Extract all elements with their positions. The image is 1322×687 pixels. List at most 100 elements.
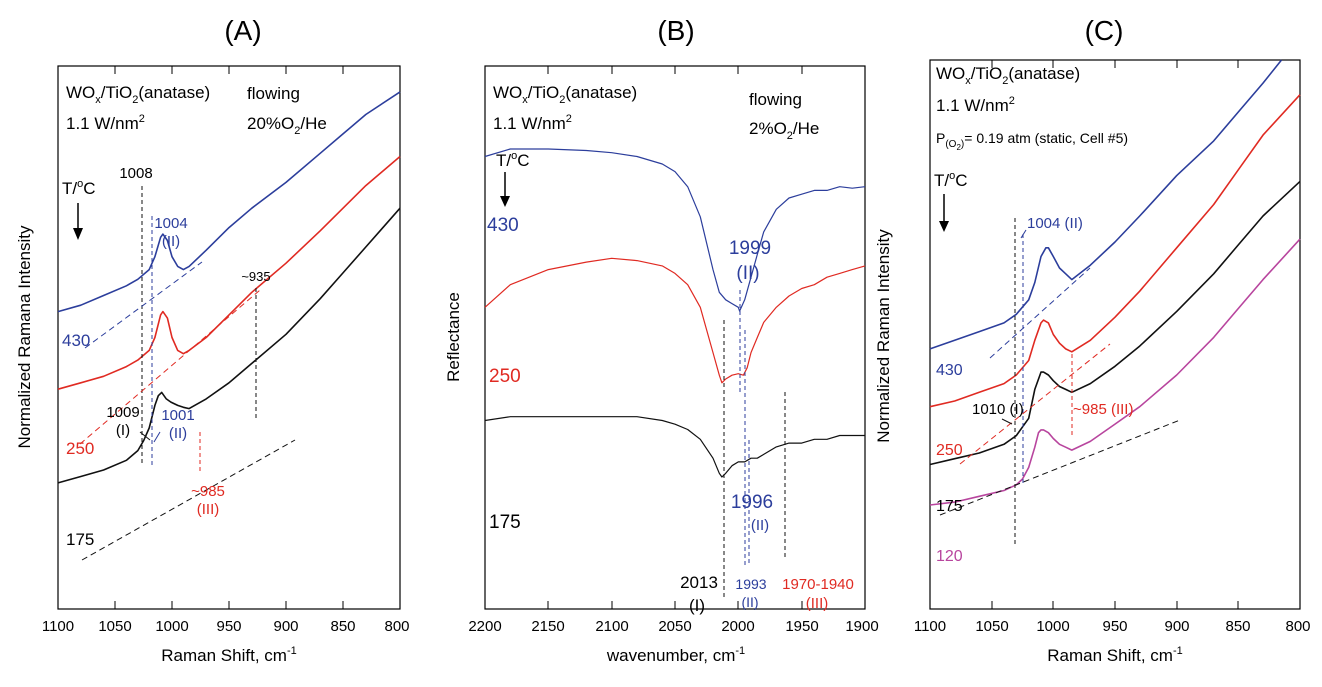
panel-b-peak-1999: 1999 bbox=[729, 238, 771, 259]
panel-c-xtick: 1100 bbox=[914, 618, 946, 635]
panel-b-power: 1.1 W/nm2 bbox=[493, 113, 572, 133]
panel-c-xtick: 1000 bbox=[1036, 618, 1069, 635]
panel-b-peak-1970: 1970-1940 bbox=[782, 576, 854, 593]
panel-a-series-430 bbox=[57, 91, 401, 313]
panel-c-ylabel: Normalized Raman Intensity bbox=[874, 229, 893, 443]
panel-b-xtick: 2100 bbox=[595, 618, 628, 635]
panel-b-peak-2013-label: (I) bbox=[689, 596, 705, 615]
panel-a-peak-1004: 1004 bbox=[154, 215, 187, 232]
panel-b-xtick: 2000 bbox=[721, 618, 754, 635]
panel-b-sample: WOx/TiO2(anatase) bbox=[493, 83, 637, 106]
panel-b-peak-2013: 2013 bbox=[680, 573, 718, 592]
panel-a-series-label-250: 250 bbox=[66, 439, 94, 458]
panel-a-peak-1008: 1008 bbox=[119, 165, 152, 182]
panel-b-series-label-175: 175 bbox=[489, 512, 521, 533]
panel-b-xlabel: wavenumber, cm-1 bbox=[606, 645, 745, 665]
panel-c-xtick: 800 bbox=[1285, 618, 1310, 635]
panel-c-xtick: 900 bbox=[1164, 618, 1189, 635]
panel-b-frame bbox=[484, 65, 866, 610]
panel-c-series-label-120: 120 bbox=[936, 548, 963, 565]
panel-b-series-250 bbox=[484, 257, 866, 384]
panel-c-curves bbox=[929, 59, 1301, 506]
panel-c-series-120 bbox=[929, 238, 1301, 506]
panel-b-peak-1993-label: (II) bbox=[741, 594, 758, 610]
panel-a-peak-985-label: (III) bbox=[197, 501, 220, 518]
panel-a-power: 1.1 W/nm2 bbox=[66, 113, 145, 133]
panel-c-peak-985: ~985 (III) bbox=[1073, 401, 1133, 418]
panel-b-series-label-250: 250 bbox=[489, 366, 521, 387]
panel-b-ylabel: Reflectance bbox=[444, 292, 463, 382]
panel-a-xlabel: Raman Shift, cm-1 bbox=[161, 645, 296, 665]
panel-a-peak-985: ~985 bbox=[191, 483, 225, 500]
panel-a-xtick: 1100 bbox=[42, 618, 74, 635]
panel-b-gas-line1: flowing bbox=[749, 90, 802, 109]
panel-a-peak-1001-label: (II) bbox=[169, 425, 187, 442]
panel-c-temp-label: T/oC bbox=[934, 170, 968, 190]
panel-a-label: (A) bbox=[224, 15, 261, 46]
panel-c-peak-1004: 1004 (II) bbox=[1027, 215, 1083, 232]
panel-a-peak-1004-label: (II) bbox=[162, 233, 180, 250]
panel-a-xtick: 950 bbox=[216, 618, 241, 635]
panel-c-series-label-250: 250 bbox=[936, 442, 963, 459]
panel-c-xtick: 850 bbox=[1225, 618, 1250, 635]
panel-c-temp-arrow bbox=[939, 194, 949, 232]
panel-a: (A) 1100 1050 1000 950 900 850 800 Raman… bbox=[15, 15, 410, 665]
panel-c-sample: WOx/TiO2(anatase) bbox=[936, 64, 1080, 87]
panel-a-leader bbox=[139, 431, 151, 441]
panel-a-series-175 bbox=[57, 207, 401, 484]
panel-c-xlabel: Raman Shift, cm-1 bbox=[1047, 645, 1182, 665]
panel-a-xtick: 1050 bbox=[98, 618, 131, 635]
panel-b-peak-1993: 1993 bbox=[735, 576, 766, 592]
panel-a-ticks bbox=[57, 66, 401, 609]
panel-b-xtick: 2150 bbox=[531, 618, 564, 635]
panel-b-xtick: 1900 bbox=[845, 618, 878, 635]
panel-a-peak-1009-label: (I) bbox=[116, 422, 130, 439]
panel-a-series-label-430: 430 bbox=[62, 331, 90, 350]
panel-a-frame bbox=[57, 65, 401, 610]
panel-b-peak-1996-label: (II) bbox=[751, 517, 769, 534]
panel-c-series-label-175: 175 bbox=[936, 498, 963, 515]
panel-a-xtick: 800 bbox=[384, 618, 409, 635]
panel-c-series-175 bbox=[929, 180, 1301, 466]
panel-b-xtick: 2050 bbox=[658, 618, 691, 635]
panel-c-series-430 bbox=[929, 59, 1283, 350]
panel-c-pressure: P(O2)= 0.19 atm (static, Cell #5) bbox=[936, 130, 1128, 152]
panel-a-gas-line2: 20%O2/He bbox=[247, 114, 327, 137]
panel-a-temp-label: T/oC bbox=[62, 178, 96, 198]
panel-b: (B) 2200 2150 2100 2050 2000 1950 1900 w… bbox=[444, 15, 879, 665]
panel-b-ticks bbox=[484, 66, 803, 609]
panel-a-curves bbox=[57, 91, 401, 484]
panel-b-series-430 bbox=[484, 148, 866, 312]
panel-a-xtick: 900 bbox=[273, 618, 298, 635]
panel-a-peak-1001: 1001 bbox=[161, 407, 194, 424]
panel-c-series-label-430: 430 bbox=[936, 362, 963, 379]
panel-b-series-label-430: 430 bbox=[487, 215, 519, 236]
panel-a-guides bbox=[79, 186, 296, 561]
panel-b-series-175 bbox=[484, 416, 865, 478]
panel-a-xtick: 1000 bbox=[155, 618, 188, 635]
panel-b-guides bbox=[723, 290, 786, 597]
panel-b-temp-arrow bbox=[500, 172, 510, 207]
panel-c-xtick: 950 bbox=[1102, 618, 1127, 635]
panel-a-leader bbox=[153, 431, 161, 443]
panel-b-peak-1970-label: (III) bbox=[806, 595, 829, 612]
panel-a-peak-1009: 1009 bbox=[106, 404, 139, 421]
panel-c-label: (C) bbox=[1085, 15, 1124, 46]
panel-a-series-250 bbox=[57, 155, 401, 390]
panel-a-ylabel: Normalized Ramana Intensity bbox=[15, 225, 34, 448]
panel-b-temp-label: T/oC bbox=[496, 150, 530, 170]
panel-b-xtick: 1950 bbox=[785, 618, 818, 635]
panel-a-xtick: 850 bbox=[330, 618, 355, 635]
panel-b-peak-1999-label: (II) bbox=[736, 263, 759, 284]
panel-c-series-250 bbox=[929, 94, 1301, 408]
panel-c-leader bbox=[1020, 229, 1027, 239]
panel-c-leader bbox=[1001, 418, 1013, 425]
panel-b-label: (B) bbox=[657, 15, 694, 46]
panel-a-peak-935: ~935 bbox=[241, 269, 270, 284]
panel-c-peak-1010: 1010 (I) bbox=[972, 401, 1024, 418]
panel-a-series-label-175: 175 bbox=[66, 530, 94, 549]
panel-c-xtick: 1050 bbox=[975, 618, 1008, 635]
panel-b-xtick: 2200 bbox=[468, 618, 501, 635]
panel-c-ticks bbox=[929, 60, 1239, 609]
panel-b-peak-1996: 1996 bbox=[731, 492, 773, 513]
